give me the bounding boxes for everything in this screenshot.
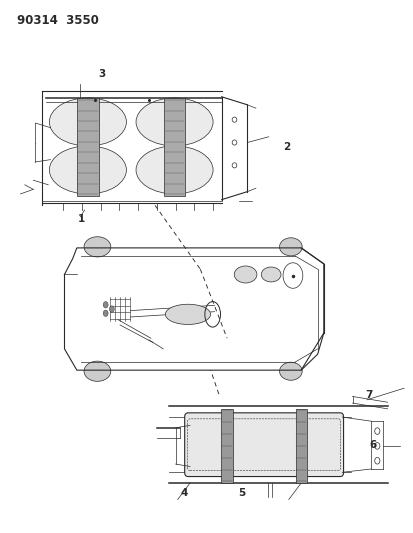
- Circle shape: [103, 310, 108, 317]
- Text: 5: 5: [238, 489, 245, 498]
- Ellipse shape: [165, 304, 211, 325]
- Circle shape: [109, 306, 114, 312]
- Circle shape: [103, 302, 108, 308]
- Ellipse shape: [84, 237, 111, 257]
- FancyBboxPatch shape: [185, 413, 344, 477]
- Text: 1: 1: [77, 214, 85, 224]
- Bar: [221, 409, 233, 483]
- Ellipse shape: [136, 98, 213, 146]
- Text: 7: 7: [365, 390, 373, 400]
- Ellipse shape: [49, 146, 126, 194]
- Text: 6: 6: [369, 440, 376, 450]
- Ellipse shape: [136, 146, 213, 194]
- Ellipse shape: [234, 266, 257, 283]
- Text: 3: 3: [98, 69, 105, 79]
- Bar: [164, 98, 185, 196]
- Bar: [296, 409, 307, 483]
- Text: 90314  3550: 90314 3550: [17, 14, 99, 27]
- Bar: [77, 98, 99, 196]
- Ellipse shape: [280, 238, 302, 256]
- Text: 2: 2: [282, 142, 290, 152]
- Text: 4: 4: [180, 489, 188, 498]
- Ellipse shape: [280, 362, 302, 380]
- Ellipse shape: [84, 361, 111, 381]
- Ellipse shape: [49, 98, 126, 146]
- Ellipse shape: [261, 267, 281, 282]
